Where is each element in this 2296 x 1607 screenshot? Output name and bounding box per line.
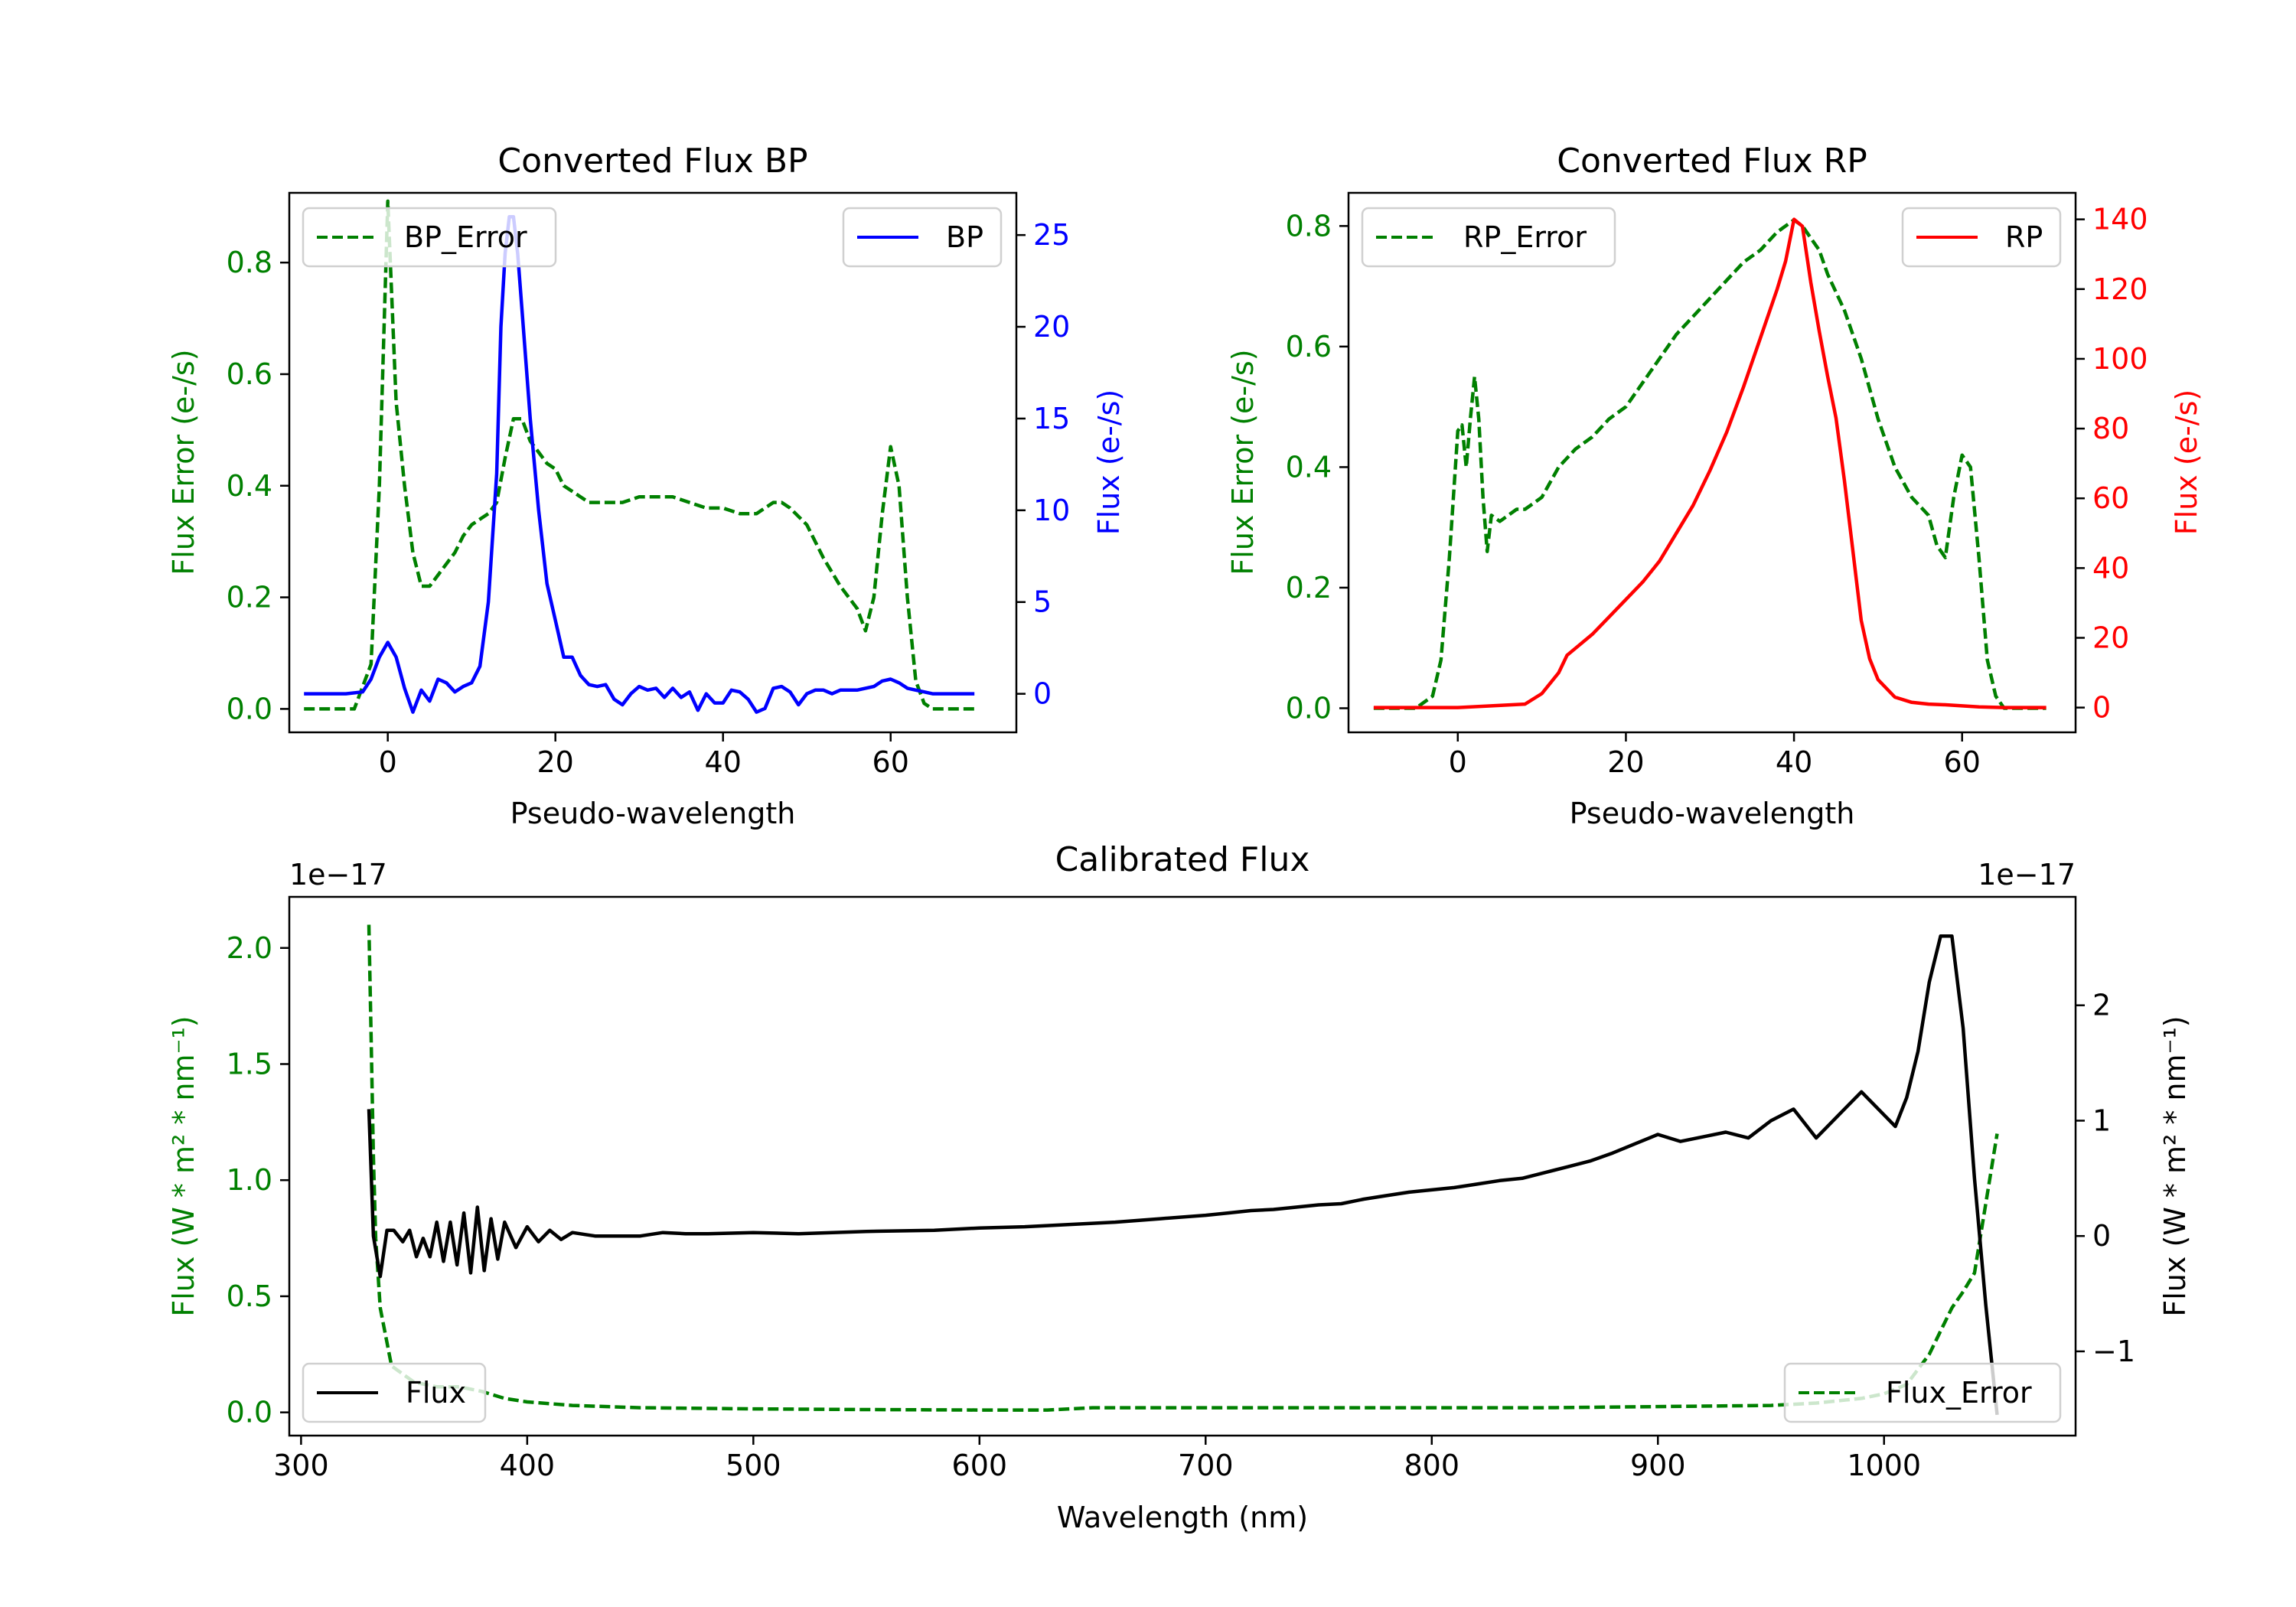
calibrated-xtick-label: 400 <box>500 1449 556 1482</box>
bp-ytick-right-label: 5 <box>1033 585 1052 619</box>
calibrated-legend-left-label: Flux <box>406 1376 466 1410</box>
rp-ytick-left-label: 0.6 <box>1286 330 1332 363</box>
calibrated-series-flux <box>367 934 1999 1416</box>
calibrated-xtick-label: 1000 <box>1847 1449 1921 1482</box>
calibrated-ylabel-right: Flux (W * m² * nm⁻¹) <box>2158 1015 2192 1316</box>
rp-ytick-right-label: 120 <box>2092 272 2148 306</box>
rp-axes-frame <box>1347 191 2077 734</box>
calibrated-ytick-right-label: −1 <box>2092 1335 2135 1368</box>
rp-ytick-left-label: 0.2 <box>1286 571 1332 605</box>
bp-series-lines <box>304 199 975 714</box>
bp-ytick-right-label: 15 <box>1033 402 1070 435</box>
rp-ytick-right-label: 20 <box>2092 621 2129 654</box>
rp-ylabel-right: Flux (e-/s) <box>2170 390 2203 535</box>
rp-title: Converted Flux RP <box>1557 142 1867 181</box>
calibrated-legend-right: Flux_Error <box>1783 1362 2062 1423</box>
bp-ytick-left-label: 0.2 <box>227 581 272 614</box>
rp-xtick-label: 40 <box>1776 745 1812 779</box>
bp-ytick-left-label: 0.6 <box>227 357 272 391</box>
bp-legend-right-box <box>842 207 1003 268</box>
bp-ytick-right-label: 10 <box>1033 494 1070 527</box>
rp-legend-left-box <box>1361 207 1616 268</box>
calibrated-ytick-right-label: 2 <box>2092 989 2111 1022</box>
calibrated-legend-left: Flux <box>302 1362 487 1423</box>
rp-panel: Converted Flux RP 0 20 40 60 0.0 0.2 0.4 0.6 0.8… <box>1226 142 2203 830</box>
rp-xtick-label: 0 <box>1449 745 1467 779</box>
rp-series-lines <box>1373 217 2047 710</box>
calibrated-legend-left-box <box>302 1362 487 1423</box>
rp-xtick-label: 60 <box>1944 745 1981 779</box>
calibrated-ytick-left-label: 0.0 <box>227 1396 272 1429</box>
calibrated-ytick-left-label: 1.0 <box>227 1163 272 1197</box>
bp-axes-frame <box>288 191 1018 734</box>
calibrated-offset-right: 1e−17 <box>1978 858 2076 892</box>
bp-ylabel-left: Flux Error (e-/s) <box>167 349 201 575</box>
calibrated-legend-right-box <box>1783 1362 2062 1423</box>
bp-xtick-label: 40 <box>705 745 742 779</box>
rp-legend-left-label: RP_Error <box>1463 220 1587 254</box>
calibrated-ytick-right-label: 0 <box>2092 1219 2111 1253</box>
bp-title: Converted Flux BP <box>497 142 807 181</box>
calibrated-legend-right-label: Flux_Error <box>1886 1376 2032 1410</box>
rp-ytick-right-label: 140 <box>2092 203 2148 236</box>
rp-xtick-label: 20 <box>1607 745 1644 779</box>
bp-series-bp-error <box>304 199 975 711</box>
bp-ytick-left-label: 0.4 <box>227 469 272 503</box>
rp-ytick-right-label: 60 <box>2092 481 2129 515</box>
rp-ytick-right-label: 40 <box>2092 551 2129 585</box>
rp-legend-right-box <box>1901 207 2062 268</box>
calibrated-xtick-label: 700 <box>1178 1449 1234 1482</box>
bp-ytick-right-label: 0 <box>1033 677 1052 711</box>
rp-xlabel: Pseudo-wavelength <box>1570 797 1855 830</box>
calibrated-xtick-label: 600 <box>952 1449 1008 1482</box>
calibrated-offset-left: 1e−17 <box>289 858 387 892</box>
bp-legend-right-label: BP <box>946 220 983 254</box>
bp-legend-left-box <box>302 207 557 268</box>
calibrated-ylabel-left: Flux (W * m² * nm⁻¹) <box>167 1015 201 1316</box>
bp-ytick-left-label: 0.8 <box>227 246 272 279</box>
rp-ytick-left-label: 0.0 <box>1286 691 1332 725</box>
bp-legend-left: BP_Error <box>302 207 557 268</box>
bp-series-bp <box>304 214 975 714</box>
bp-ytick-right-label: 25 <box>1033 218 1070 252</box>
bp-legend-left-label: BP_Error <box>404 220 527 254</box>
calibrated-xlabel: Wavelength (nm) <box>1057 1501 1308 1534</box>
calibrated-ytick-left-label: 0.5 <box>227 1279 272 1313</box>
rp-ticks: 0 20 40 60 0.0 0.2 0.4 0.6 0.8 0 20 40 60 80 100 120 140 <box>1286 203 2148 779</box>
bp-xtick-label: 0 <box>379 745 397 779</box>
calibrated-ytick-left-label: 1.5 <box>227 1047 272 1081</box>
rp-legend-left: RP_Error <box>1361 207 1616 268</box>
bp-xtick-label: 60 <box>872 745 909 779</box>
rp-ytick-left-label: 0.4 <box>1286 450 1332 484</box>
bp-legend-right: BP <box>842 207 1003 268</box>
calibrated-ytick-right-label: 1 <box>2092 1103 2111 1137</box>
calibrated-xtick-label: 900 <box>1630 1449 1686 1482</box>
calibrated-xtick-label: 500 <box>726 1449 781 1482</box>
rp-ytick-right-label: 0 <box>2092 691 2111 725</box>
rp-series-rp-error <box>1373 218 2047 710</box>
bp-panel: Converted Flux BP 0 20 40 60 0.0 0.2 0.4 0.6 0.8… <box>167 142 1126 830</box>
calibrated-panel: Calibrated Flux 1e−17 1e−17 300 400 500 600… <box>167 840 2192 1534</box>
rp-ylabel-left: Flux Error (e-/s) <box>1226 349 1260 575</box>
rp-ytick-right-label: 100 <box>2092 342 2148 376</box>
calibrated-ticks: 300 400 500 600 700 800 900 1000 0.0 0.5 1.0 1.5 2.0… <box>227 931 2135 1482</box>
calibrated-xtick-label: 800 <box>1404 1449 1460 1482</box>
rp-series-rp <box>1373 217 2047 709</box>
calibrated-title: Calibrated Flux <box>1055 840 1310 879</box>
bp-xlabel: Pseudo-wavelength <box>510 797 796 830</box>
rp-legend-right: RP <box>1901 207 2062 268</box>
bp-ytick-right-label: 20 <box>1033 310 1070 344</box>
rp-ytick-left-label: 0.8 <box>1286 209 1332 243</box>
bp-ylabel-right: Flux (e-/s) <box>1092 390 1126 535</box>
bp-ticks: 0 20 40 60 0.0 0.2 0.4 0.6 0.8 0 5 10 15 20 25 <box>227 218 1071 779</box>
rp-ytick-right-label: 80 <box>2092 412 2129 445</box>
calibrated-axes-frame <box>288 895 2077 1437</box>
rp-legend-right-label: RP <box>2005 220 2043 254</box>
calibrated-ytick-left-label: 2.0 <box>227 931 272 965</box>
bp-ytick-left-label: 0.0 <box>227 692 272 725</box>
calibrated-xtick-label: 300 <box>273 1449 329 1482</box>
bp-xtick-label: 20 <box>537 745 574 779</box>
